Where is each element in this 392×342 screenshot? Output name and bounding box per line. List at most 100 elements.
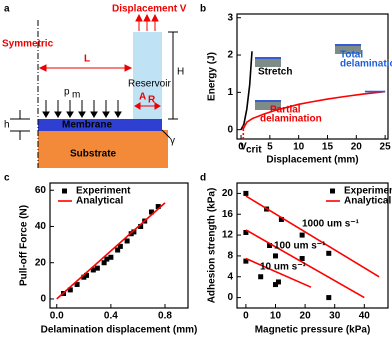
symmetric-label: Symmetric (2, 39, 54, 50)
y-tick-label: 0 (40, 294, 46, 305)
reservoir-label: Reservoir (128, 79, 171, 90)
data-point (243, 229, 249, 235)
y-tick-label: 4 (227, 271, 233, 282)
x-tick-label: 25 (380, 142, 392, 153)
y-tick-label: 20 (35, 257, 47, 268)
annotation: 10 um s⁻¹ (260, 262, 307, 273)
data-point (275, 279, 281, 285)
x-tick-label: 0.4 (104, 311, 118, 322)
inset-membrane (255, 57, 281, 59)
data-line (240, 51, 253, 131)
thickness-label: h (4, 120, 10, 131)
data-point (155, 204, 161, 210)
substrate-label: Substrate (70, 149, 117, 160)
panel-letter: b (200, 4, 206, 15)
panel-a: a Symmetric Displacement V L Res (2, 4, 187, 168)
annotation: 1000 um s⁻¹ (302, 219, 360, 230)
legend-marker (330, 188, 335, 194)
adhesion-label: γ (170, 136, 175, 147)
area-sub: R (148, 95, 156, 106)
data-point (131, 229, 137, 235)
x-tick-label: 20 (351, 142, 363, 153)
data-point (299, 256, 305, 262)
y-tick-label: 8 (227, 251, 233, 262)
x-tick-label: 0.0 (50, 311, 64, 322)
x-tick-label: 0 (238, 142, 244, 153)
legend-label: Experiment (344, 186, 392, 197)
panel-letter: c (4, 173, 10, 184)
y-axis-title: Pull-off Force (N) (19, 205, 30, 286)
data-point (104, 256, 110, 262)
data-point (272, 253, 278, 259)
x-tick-label: 15 (322, 142, 334, 153)
y-tick-label: 20 (222, 188, 234, 199)
x-tick-label: 0.8 (158, 311, 172, 322)
y-tick-label: 16 (222, 209, 234, 220)
membrane-label: Membrane (62, 120, 112, 131)
data-point (326, 250, 332, 256)
inset-substrate (335, 46, 361, 54)
legend-marker (62, 188, 67, 194)
length-label: L (84, 54, 90, 65)
data-point (278, 216, 284, 222)
displacement-arrows (38, 13, 161, 110)
annotation: delamination (340, 59, 392, 70)
x-tick-label: 10 (293, 142, 305, 153)
data-point (258, 274, 264, 280)
x-tick-label: 5 (267, 142, 273, 153)
height-label: H (177, 67, 184, 78)
legend-label: Experiment (76, 186, 131, 197)
data-line (56, 202, 166, 300)
data-point (74, 281, 80, 287)
pressure-arrows (10, 31, 178, 140)
data-point (243, 190, 249, 196)
data-point (124, 238, 130, 244)
y-tick-label: 2 (227, 50, 233, 61)
inset-substrate (255, 59, 281, 67)
data-point (67, 287, 73, 293)
membrane (38, 119, 162, 131)
x-tick-label: 40 (359, 311, 371, 322)
data-point (115, 247, 121, 253)
y-tick-label: 1 (227, 87, 233, 98)
x-axis-title: Delamination displacement (mm) (41, 325, 198, 336)
annotation: Stretch (258, 67, 292, 78)
y-tick-label: 40 (35, 221, 47, 232)
x-axis-title: Displacement (mm) (266, 155, 358, 166)
displacement-label: Displacement V (112, 4, 187, 15)
data-point (81, 274, 87, 280)
data-point (94, 265, 100, 271)
panel-letter: a (4, 4, 10, 15)
plot-frame (49, 182, 189, 309)
area-label: A (139, 92, 146, 103)
pressure-sub: m (72, 90, 80, 101)
panel-letter: d (200, 173, 206, 184)
data-point (299, 232, 305, 238)
data-point (267, 243, 273, 248)
annotation: 100 um s⁻¹ (274, 241, 326, 252)
legend-label: Analytical (344, 196, 391, 207)
x-axis-title: Magnetic pressure (kPa) (255, 325, 371, 336)
y-tick-label: 12 (222, 230, 234, 241)
annotation: crit (246, 145, 262, 156)
data-point (326, 295, 332, 301)
annotation: delamination (260, 114, 322, 125)
substrate (38, 130, 168, 168)
legend-label: Analytical (76, 196, 123, 207)
x-tick-label: 10 (270, 311, 282, 322)
data-line (242, 90, 386, 131)
data-point (101, 260, 107, 266)
inset-membrane (255, 100, 281, 102)
data-point (272, 282, 278, 288)
y-tick-label: 60 (35, 185, 47, 196)
data-point (138, 223, 144, 229)
annotation: Total (340, 50, 363, 61)
x-tick-label: 20 (300, 311, 312, 322)
data-point (243, 258, 249, 264)
plot-frame (236, 182, 389, 309)
x-tick-label: 30 (329, 311, 341, 322)
pressure-label: p (64, 87, 70, 98)
annotation: V (240, 142, 247, 153)
y-tick-label: 3 (227, 12, 233, 23)
